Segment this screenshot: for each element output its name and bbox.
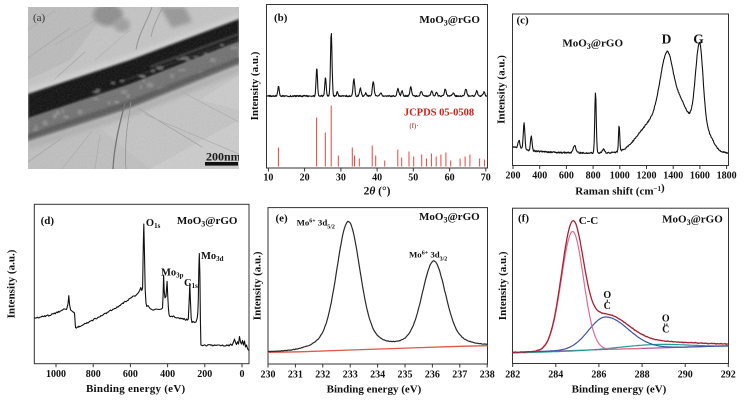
svg-text:Intensity (a.u.): Intensity (a.u.)	[6, 249, 18, 318]
svg-text:MoO3@rGO: MoO3@rGO	[419, 211, 480, 225]
svg-text:Mo6+ 3d3/2: Mo6+ 3d3/2	[409, 250, 447, 263]
svg-text:(a): (a)	[33, 12, 46, 24]
svg-text:2θ (°): 2θ (°)	[364, 186, 391, 198]
svg-text:G: G	[693, 32, 704, 47]
svg-text:1800: 1800	[717, 171, 737, 182]
svg-text:200: 200	[506, 171, 521, 182]
svg-text:233: 233	[343, 370, 358, 381]
svg-text:(d): (d)	[41, 215, 55, 227]
svg-text:70: 70	[481, 173, 491, 184]
svg-text:C: C	[604, 301, 611, 312]
svg-text:Binding energy (eV): Binding energy (eV)	[86, 383, 186, 395]
svg-text:236: 236	[425, 370, 440, 381]
svg-text:40: 40	[372, 173, 382, 184]
svg-text:MoO3@rGO: MoO3@rGO	[662, 214, 723, 228]
svg-text:1600: 1600	[690, 171, 710, 182]
svg-text:200nm: 200nm	[206, 150, 241, 164]
svg-text:(c): (c)	[517, 15, 530, 27]
svg-text:(f)·: (f)·	[409, 122, 418, 130]
svg-text:600: 600	[123, 369, 138, 380]
svg-text:O: O	[603, 290, 611, 301]
svg-text:O: O	[662, 314, 670, 325]
svg-text:800: 800	[86, 369, 101, 380]
svg-text:MoO3@rGO: MoO3@rGO	[562, 38, 623, 52]
svg-text:20: 20	[300, 173, 310, 184]
svg-text:(e): (e)	[276, 213, 289, 225]
svg-text:1000: 1000	[46, 369, 66, 380]
svg-text:290: 290	[678, 370, 693, 381]
svg-text:Intensity (a.u.): Intensity (a.u.)	[252, 251, 264, 320]
svg-text:C-C: C-C	[579, 215, 599, 227]
svg-text:235: 235	[398, 370, 413, 381]
svg-text:288: 288	[635, 370, 650, 381]
svg-text:234: 234	[370, 370, 385, 381]
svg-text:400: 400	[160, 369, 175, 380]
svg-text:0: 0	[240, 369, 245, 380]
svg-text:200: 200	[197, 369, 212, 380]
svg-text:231: 231	[288, 370, 303, 381]
svg-text:1000: 1000	[610, 171, 630, 182]
svg-text:230: 230	[261, 370, 276, 381]
svg-text:1200: 1200	[637, 171, 657, 182]
svg-text:Mo6+ 3d5/2: Mo6+ 3d5/2	[297, 218, 335, 231]
svg-text:Intensity (a.u.): Intensity (a.u.)	[496, 55, 508, 124]
svg-text:292: 292	[721, 370, 736, 381]
svg-text:50: 50	[408, 173, 418, 184]
svg-text:282: 282	[505, 370, 520, 381]
svg-text:Raman shift (cm−1): Raman shift (cm−1)	[575, 182, 665, 198]
svg-text:Binding energy (eV): Binding energy (eV)	[327, 384, 422, 396]
svg-text:60: 60	[445, 173, 455, 184]
svg-text:JCPDS 05-0508: JCPDS 05-0508	[404, 108, 474, 119]
svg-text:10: 10	[263, 173, 273, 184]
svg-text:232: 232	[315, 370, 330, 381]
svg-text:238: 238	[480, 370, 495, 381]
svg-text:Binding energy (eV): Binding energy (eV)	[572, 384, 667, 396]
svg-text:MoO3@rGO: MoO3@rGO	[177, 215, 238, 229]
svg-text:MoO3@rGO: MoO3@rGO	[419, 14, 480, 28]
svg-text:(b): (b)	[274, 12, 288, 24]
svg-text:D: D	[662, 32, 672, 47]
svg-text:Intensity (a.u.): Intensity (a.u.)	[249, 51, 261, 120]
svg-text:1400: 1400	[663, 171, 683, 182]
svg-text:C: C	[662, 325, 669, 336]
svg-text:30: 30	[336, 173, 346, 184]
svg-text:284: 284	[548, 370, 563, 381]
svg-text:286: 286	[591, 370, 606, 381]
svg-text:400: 400	[532, 171, 547, 182]
svg-text:237: 237	[452, 370, 467, 381]
svg-text:800: 800	[586, 171, 601, 182]
svg-text:Intensity (a.u.): Intensity (a.u.)	[497, 251, 509, 320]
svg-text:(f): (f)	[518, 213, 529, 225]
svg-text:600: 600	[559, 171, 574, 182]
